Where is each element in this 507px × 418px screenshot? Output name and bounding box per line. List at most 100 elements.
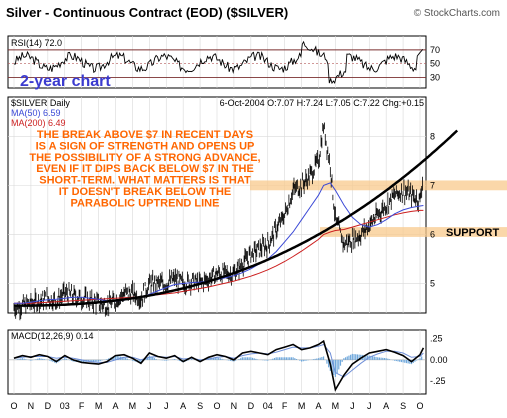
rsi-ticks: 70 50 30 [430, 45, 440, 83]
ma50-label: MA(50) 6.59 [11, 108, 61, 118]
macd-histogram-bar [322, 356, 325, 360]
macd-histogram-bar [70, 359, 73, 361]
macd-histogram-bar [289, 357, 291, 360]
macd-histogram-bar [179, 359, 181, 362]
ma200-label: MA(200) 6.49 [11, 118, 66, 128]
macd-histogram-bar [37, 358, 39, 360]
parabolic-uptrend-line [14, 129, 459, 307]
macd-histogram-bar [221, 358, 223, 360]
macd-histogram-bar [97, 359, 100, 362]
macd-histogram-bar [284, 357, 286, 360]
macd-histogram-bar [319, 357, 321, 360]
annotation-line: PARABOLIC UPTREND LINE [71, 197, 220, 209]
macd-histogram-bar [106, 359, 108, 360]
macd-histogram-bar [248, 357, 250, 360]
macd-line [13, 339, 425, 392]
macd-histogram-bar [382, 357, 384, 360]
macd-histogram-bar [387, 358, 389, 360]
macd-histogram-bar [312, 359, 315, 360]
copyright-text: © StockCharts.com [414, 8, 500, 19]
support-band [320, 227, 507, 237]
macd-histogram-bar [341, 359, 343, 362]
macd-histogram-bar [35, 359, 37, 360]
macd-histogram-bar [267, 359, 269, 361]
x-tick-label: J [350, 401, 355, 411]
x-tick-label: 04 [263, 401, 273, 411]
macd-histogram-bar [25, 359, 27, 360]
macd-histogram-bar [255, 358, 257, 360]
macd-histogram-bar [172, 359, 174, 360]
macd-histogram-bar [409, 359, 411, 364]
x-tick-label: D [45, 401, 52, 411]
macd-histogram-bar [191, 359, 193, 360]
x-tick-label: A [180, 401, 186, 411]
macd-histogram-bar [96, 359, 98, 362]
macd-histogram-bar [187, 359, 189, 361]
macd-histogram-bar [263, 359, 265, 361]
macd-histogram-bar [378, 357, 380, 360]
x-tick-label: N [231, 401, 238, 411]
macd-histogram-bar [350, 354, 352, 360]
macd-histogram-bar [219, 358, 221, 360]
macd-histogram-bar [250, 357, 252, 360]
macd-histogram-bar [326, 359, 328, 364]
macd-histogram-bar [383, 357, 386, 360]
symbol-label: $SILVER Daily [11, 98, 70, 108]
macd-histogram-bar [228, 359, 230, 361]
macd-histogram-bar [388, 359, 391, 360]
macd-histogram-bar [125, 357, 127, 360]
macd-histogram-bar [18, 358, 20, 360]
macd-histogram-bar [218, 357, 220, 360]
macd-histogram-bar [275, 357, 277, 360]
x-tick-label: A [315, 401, 321, 411]
macd-histogram-bar [344, 357, 347, 360]
macd-histogram-bar [278, 357, 281, 360]
macd-histogram-bar [126, 358, 128, 360]
price-tick-label: 7 [430, 180, 435, 190]
macd-histogram-bar [348, 355, 350, 360]
macd-histogram-bar [372, 356, 374, 360]
quote-line: 6-Oct-2004 O:7.07 H:7.24 L:7.05 C:7.22 C… [220, 98, 424, 108]
macd-histogram-bar [377, 357, 379, 360]
macd-histogram-bar [65, 358, 68, 360]
macd-histogram-bar [128, 359, 130, 360]
macd-histogram-bar [265, 359, 267, 361]
macd-histogram-bar [380, 357, 382, 360]
annotation-line: THE POSSIBILITY OF A STRONG ADVANCE, [29, 152, 260, 164]
x-tick-label: O [10, 401, 17, 411]
macd-histogram-bar [147, 357, 149, 360]
macd-histogram-bar [223, 359, 225, 360]
macd-histogram-bar [150, 356, 152, 360]
x-tick-label: F [79, 401, 85, 411]
macd-histogram-bar [243, 357, 245, 360]
macd-histogram-bar [152, 357, 154, 360]
macd-histogram-bar [251, 357, 254, 360]
macd-histogram-bar [231, 359, 233, 362]
macd-histogram-bar [304, 359, 306, 361]
macd-histogram-bar [108, 358, 110, 360]
rsi-tick-label: 50 [430, 59, 440, 69]
macd-histogram-bar [82, 359, 84, 363]
macd-histogram-bar [59, 359, 61, 362]
macd-histogram-bar [30, 359, 32, 361]
rsi-line [14, 40, 424, 85]
macd-histogram-bar [417, 359, 419, 360]
macd-histogram-bar [118, 356, 120, 360]
macd-histogram-bar [257, 359, 259, 360]
price-y-ticks: 8 7 6 5 [430, 131, 435, 288]
macd-histogram-bar [253, 358, 255, 360]
macd-histogram-bar [314, 358, 316, 360]
x-tick-label: J [367, 401, 372, 411]
macd-histogram-bar [153, 358, 156, 360]
macd-histogram-bar [48, 359, 51, 361]
macd-histogram-bar [339, 359, 342, 366]
macd-histogram-bar [245, 357, 247, 360]
macd-tick-label: -.25 [430, 376, 446, 386]
macd-label: MACD(12,26,9) 0.14 [11, 331, 94, 341]
macd-histogram-bar [81, 359, 83, 363]
macd-histogram-bar [355, 354, 357, 360]
macd-histogram-bar [131, 359, 134, 361]
x-tick-label: M [332, 401, 340, 411]
macd-histogram-bar [235, 359, 237, 361]
